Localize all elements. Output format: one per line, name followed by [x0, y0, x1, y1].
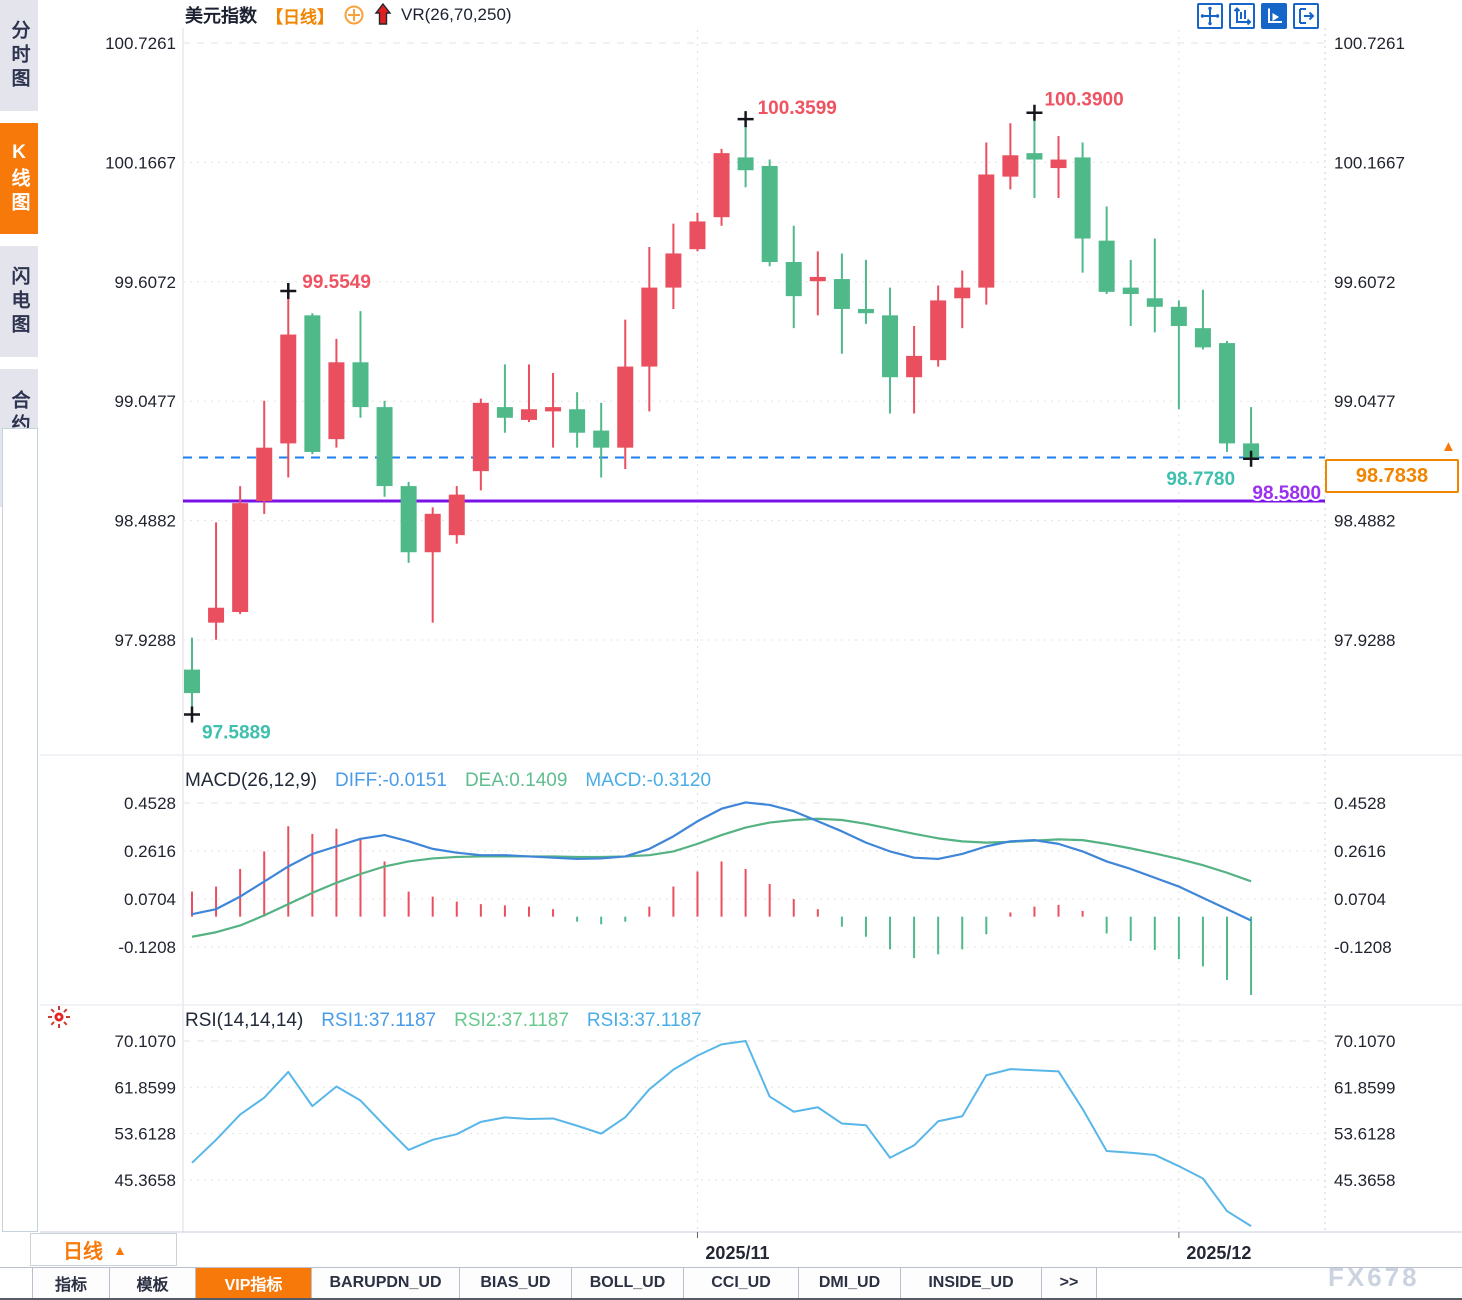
svg-text:99.0477: 99.0477 [115, 392, 176, 411]
tab-bias-ud[interactable]: BIAS_UD [460, 1268, 572, 1298]
svg-text:98.7780: 98.7780 [1166, 469, 1235, 490]
svg-text:70.1070: 70.1070 [1334, 1032, 1395, 1051]
x-axis: 2025/11 2025/12 [696, 30, 1251, 1263]
rsi-line [191, 1040, 1252, 1227]
svg-text:45.3658: 45.3658 [115, 1171, 176, 1190]
auto-scroll-button[interactable] [1261, 3, 1287, 29]
tab-bar-spacer [0, 1268, 33, 1298]
watermark: FX678 [1328, 1262, 1420, 1292]
svg-text:-0.1208: -0.1208 [1334, 938, 1392, 957]
pan-crosshair-icon [1200, 6, 1220, 26]
sidebar-empty-panel [2, 428, 38, 1232]
period-selector-label: 日线 [63, 1241, 103, 1263]
svg-text:2025/12: 2025/12 [1186, 1243, 1251, 1263]
auto-scroll-icon [1268, 8, 1282, 23]
tab-dmi-ud[interactable]: DMI_UD [799, 1268, 901, 1298]
tab-barupdn-ud[interactable]: BARUPDN_UD [312, 1268, 460, 1298]
axis-scale-icon [1233, 7, 1252, 26]
rsi-panel: RSI(14,14,14) RSI1:37.1187 RSI2:37.1187 RSI… [185, 1010, 1252, 1227]
svg-text:0.2616: 0.2616 [124, 842, 176, 861]
svg-text:100.3900: 100.3900 [1044, 90, 1123, 111]
svg-text:99.6072: 99.6072 [115, 273, 176, 292]
svg-text:45.3658: 45.3658 [1334, 1171, 1395, 1190]
svg-text:53.6128: 53.6128 [1334, 1125, 1395, 1144]
indicator-tab-bar: 指标 模板 VIP指标 BARUPDN_UD BIAS_UD BOLL_UD CCI_UD D… [0, 1267, 1462, 1300]
main-axis: 100.7261 100.7261 100.1667 100.1667 99.6072 9… [105, 34, 1405, 650]
period-selector[interactable]: 日线 ▲ [30, 1233, 177, 1266]
extreme-markers [184, 104, 1260, 723]
svg-text:97.5889: 97.5889 [202, 723, 271, 744]
symbol-title: 美元指数 [185, 6, 257, 26]
macd-panel: MACD(26,12,9) DIFF:-0.0151 DEA:0.1409 MACD:… [185, 770, 1253, 996]
svg-text:98.4882: 98.4882 [115, 512, 176, 531]
sidebar-item-1[interactable]: K线图 [0, 123, 38, 234]
diff-line [191, 801, 1252, 922]
svg-text:99.5549: 99.5549 [302, 272, 371, 293]
tab-cci-ud[interactable]: CCI_UD [684, 1268, 799, 1298]
period-label: 【日线】 [266, 7, 334, 27]
svg-text:100.3599: 100.3599 [758, 98, 837, 119]
svg-text:100.7261: 100.7261 [1334, 34, 1405, 53]
tab--[interactable]: >> [1042, 1268, 1097, 1298]
macd-axis: 0.4528 0.4528 0.2616 0.2616 0.0704 0.0704 -0.1… [118, 794, 1391, 957]
price-annotations: 97.5889 99.5549 100.3599 100.3900 98.7780 98.… [200, 88, 1323, 746]
tab-inside-ud[interactable]: INSIDE_UD [901, 1268, 1042, 1298]
rsi-axis: 70.1070 70.1070 61.8599 61.8599 53.6128 53.61… [115, 1032, 1396, 1190]
jump-latest-icon [1299, 8, 1315, 24]
jump-latest-button[interactable] [1293, 3, 1319, 29]
sidebar-item-2[interactable]: 闪电图 [0, 246, 38, 357]
tab-vip指标[interactable]: VIP指标 [196, 1268, 312, 1298]
svg-text:0.0704: 0.0704 [124, 890, 176, 909]
svg-text:100.1667: 100.1667 [105, 153, 176, 172]
sidebar-item-0[interactable]: 分时图 [0, 0, 38, 111]
svg-text:0.0704: 0.0704 [1334, 890, 1386, 909]
up-arrow-signal-icon [374, 3, 392, 27]
candlestick-series [184, 114, 1260, 713]
tab-模板[interactable]: 模板 [110, 1268, 196, 1298]
svg-text:53.6128: 53.6128 [115, 1125, 176, 1144]
chart-toolbar [1197, 3, 1319, 29]
svg-text:2025/11: 2025/11 [705, 1243, 769, 1263]
tab-boll-ud[interactable]: BOLL_UD [572, 1268, 684, 1298]
price-up-arrow-icon: ▲ [1441, 438, 1456, 455]
svg-text:97.9288: 97.9288 [1334, 631, 1395, 650]
add-indicator-icon[interactable] [343, 4, 365, 26]
svg-text:0.4528: 0.4528 [1334, 794, 1386, 813]
svg-text:98.5800: 98.5800 [1252, 483, 1321, 504]
dea-line [191, 817, 1252, 938]
tab-指标[interactable]: 指标 [33, 1268, 110, 1298]
svg-text:61.8599: 61.8599 [115, 1078, 176, 1097]
chart-header: 美元指数 【日线】 VR(26,70,250) [185, 0, 512, 30]
current-price-badge: 98.7838 [1325, 459, 1459, 493]
pan-crosshair-button[interactable] [1197, 3, 1223, 29]
axis-scale-button[interactable] [1229, 3, 1255, 29]
svg-text:70.1070: 70.1070 [115, 1032, 176, 1051]
svg-text:98.4882: 98.4882 [1334, 512, 1395, 531]
svg-text:99.6072: 99.6072 [1334, 273, 1395, 292]
svg-text:100.7261: 100.7261 [105, 34, 176, 53]
indicator-label: VR(26,70,250) [401, 5, 512, 24]
period-selector-arrow-icon: ▲ [113, 1241, 127, 1258]
svg-text:-0.1208: -0.1208 [118, 938, 176, 957]
svg-text:99.0477: 99.0477 [1334, 392, 1395, 411]
svg-text:100.1667: 100.1667 [1334, 153, 1405, 172]
indicator-settings-icon [48, 1006, 70, 1028]
svg-text:0.2616: 0.2616 [1334, 842, 1386, 861]
chart-type-sidebar: 分时图K线图闪电图合约资料 [0, 0, 40, 1300]
svg-text:0.4528: 0.4528 [124, 794, 176, 813]
svg-text:61.8599: 61.8599 [1334, 1078, 1395, 1097]
svg-text:97.9288: 97.9288 [115, 631, 176, 650]
